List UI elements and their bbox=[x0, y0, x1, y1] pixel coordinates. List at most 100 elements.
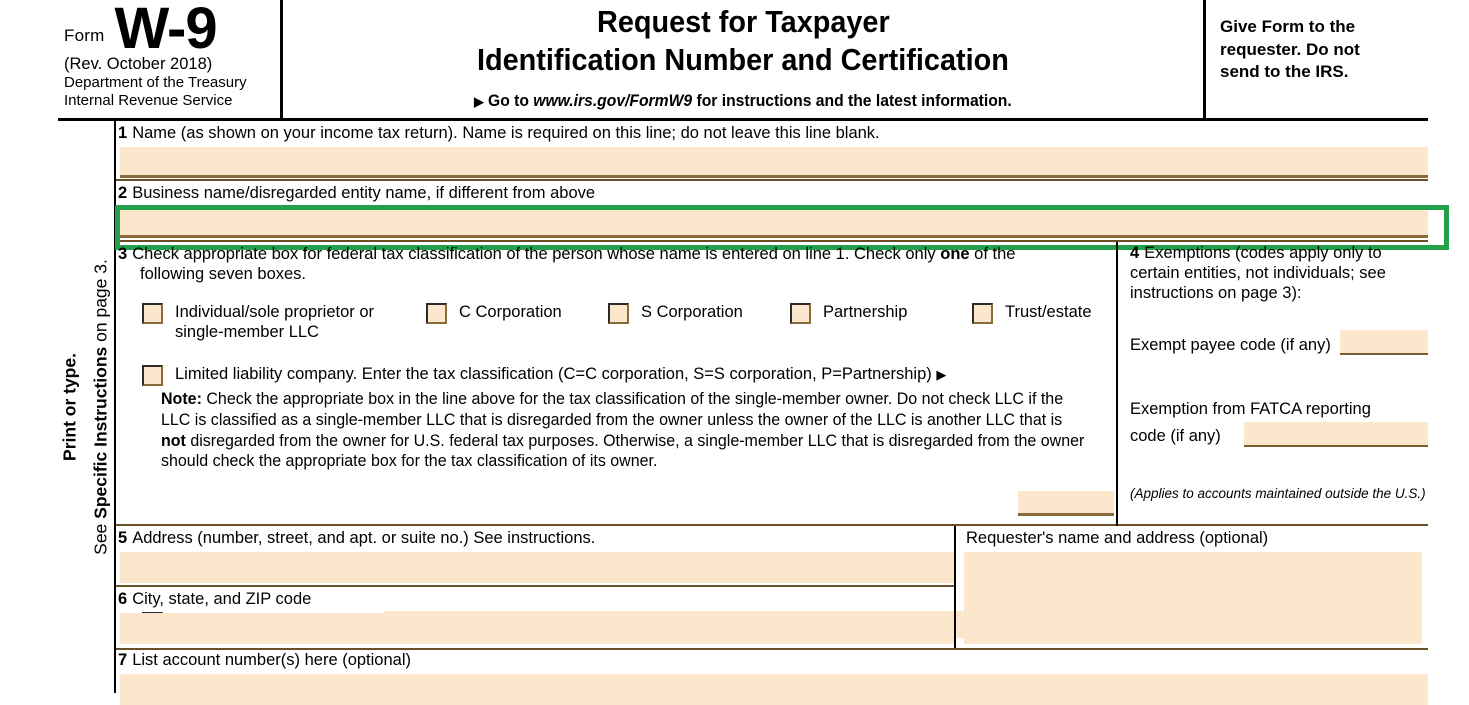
goto-url-link[interactable]: www.irs.gov/FormW9 bbox=[533, 91, 693, 110]
line-3-row: 3 Check appropriate box for federal tax c… bbox=[116, 242, 1428, 638]
line-7-divider bbox=[116, 648, 1428, 650]
line-1-name-input[interactable] bbox=[120, 147, 1428, 178]
goto-instructions-line: ▶ Go to www.irs.gov/FormW9 for instructi… bbox=[474, 92, 1012, 111]
line-2-label: 2 Business name/disregarded entity name, … bbox=[116, 181, 1428, 204]
checkbox-individual-box[interactable] bbox=[142, 303, 163, 324]
form-title-line-2: Identification Number and Certification bbox=[477, 41, 1009, 77]
line-7-number: 7 bbox=[118, 651, 128, 669]
line-6-number: 6 bbox=[118, 590, 128, 608]
checkbox-llc-label: Limited liability company. Enter the tax… bbox=[163, 364, 946, 384]
right-triangle-icon: ▶ bbox=[474, 93, 484, 109]
checkbox-trust-estate-box[interactable] bbox=[972, 303, 993, 324]
sidebar-line-2-suffix: on page 3. bbox=[90, 259, 111, 347]
give-form-notice: Give Form to the requester. Do not send … bbox=[1206, 0, 1428, 118]
line-3-number: 3 bbox=[118, 245, 128, 263]
sidebar-print-or-type: Print or type. See Specific Instructions… bbox=[58, 121, 116, 693]
llc-classification-input[interactable] bbox=[1018, 491, 1114, 516]
form-body: 1 Name (as shown on your income tax retur… bbox=[115, 121, 1449, 705]
line-6-city-state-zip-input[interactable] bbox=[120, 613, 954, 644]
checkbox-s-corporation-label: S Corporation bbox=[641, 303, 743, 321]
sidebar-line-2-bold: Specific Instructions bbox=[90, 346, 111, 519]
line-5-address-input[interactable] bbox=[120, 552, 954, 583]
line-4-label-line-1: Exemptions (codes apply only to bbox=[1144, 244, 1382, 262]
checkbox-individual-label: Individual/sole proprietor or single-mem… bbox=[163, 302, 374, 342]
revision-date-label: (Rev. October 2018) bbox=[64, 55, 213, 73]
llc-arrow-icon: ▶ bbox=[936, 367, 947, 382]
line-5-label-text: Address (number, street, and apt. or sui… bbox=[132, 529, 596, 547]
note-bold-label: Note: bbox=[161, 390, 202, 408]
checkbox-partnership-label: Partnership bbox=[823, 303, 908, 321]
line-3-label-part1: Check appropriate box for federal tax cl… bbox=[132, 245, 941, 263]
line-5-number: 5 bbox=[118, 529, 128, 547]
line-3-label-line-2: following seven boxes. bbox=[140, 264, 307, 283]
requester-label: Requester's name and address (optional) bbox=[966, 529, 1269, 547]
checkbox-llc-label-text: Limited liability company. Enter the tax… bbox=[175, 365, 932, 383]
line-5-row: 5 Address (number, street, and apt. or su… bbox=[116, 526, 954, 587]
checkbox-item-llc[interactable]: Limited liability company. Enter the tax… bbox=[142, 364, 946, 386]
line-3-classification-panel: 3 Check appropriate box for federal tax c… bbox=[116, 242, 1118, 638]
sidebar-line-1: Print or type. bbox=[59, 353, 80, 461]
form-title-line-1: Request for Taxpayer bbox=[596, 4, 890, 39]
line-4-label-line-2: certain entities, not individuals; see bbox=[1130, 263, 1386, 282]
goto-suffix: for instructions and the latest informat… bbox=[696, 91, 1012, 110]
fatca-label-line-1: Exemption from FATCA reporting bbox=[1130, 400, 1371, 418]
goto-prefix: Go to bbox=[488, 91, 529, 110]
checkbox-item-c-corporation[interactable]: C Corporation bbox=[426, 302, 562, 324]
checkbox-item-trust-estate[interactable]: Trust/estate bbox=[972, 302, 1092, 324]
department-line-2: Internal Revenue Service bbox=[64, 91, 233, 109]
line-3-label-bold: one bbox=[940, 245, 970, 263]
checkbox-partnership-box[interactable] bbox=[790, 303, 811, 324]
requester-panel: Requester's name and address (optional) bbox=[956, 526, 1428, 648]
line-4-label: 4 Exemptions (codes apply only to certain… bbox=[1130, 244, 1430, 303]
line-7-label-text: List account number(s) here (optional) bbox=[132, 651, 411, 669]
sidebar-line-2-prefix: See bbox=[90, 518, 111, 555]
fatca-footnote: (Applies to accounts maintained outside … bbox=[1130, 486, 1426, 501]
form-title-line: Form W-9 bbox=[64, 0, 280, 61]
line-7-account-numbers-input[interactable] bbox=[120, 674, 1428, 705]
requester-name-address-input[interactable] bbox=[964, 552, 1422, 644]
note-bold-not: not bbox=[161, 431, 186, 450]
line-2-number: 2 bbox=[118, 184, 128, 202]
checkbox-item-s-corporation[interactable]: S Corporation bbox=[608, 302, 743, 324]
exempt-payee-code-input[interactable] bbox=[1340, 330, 1428, 355]
line-5-label: 5 Address (number, street, and apt. or su… bbox=[116, 526, 954, 549]
fatca-label-line-2: code (if any) bbox=[1130, 427, 1221, 445]
checkbox-item-partnership[interactable]: Partnership bbox=[790, 302, 907, 324]
checkbox-llc-box[interactable] bbox=[142, 365, 163, 386]
give-form-line-3: send to the IRS. bbox=[1220, 62, 1349, 82]
exempt-payee-code-label: Exempt payee code (if any) bbox=[1130, 336, 1331, 354]
checkbox-c-corporation-label: C Corporation bbox=[459, 303, 562, 321]
checkbox-trust-estate-label: Trust/estate bbox=[1005, 303, 1092, 321]
checkbox-s-corporation-box[interactable] bbox=[608, 303, 629, 324]
line-1-row: 1 Name (as shown on your income tax retur… bbox=[116, 121, 1428, 181]
note-text-b: disregarded from the owner for U.S. fede… bbox=[161, 431, 1085, 471]
address-panel: 5 Address (number, street, and apt. or su… bbox=[116, 526, 956, 648]
line-4-number: 4 bbox=[1130, 244, 1140, 262]
fatca-code-input[interactable] bbox=[1244, 422, 1428, 447]
line-7-row: 7 List account number(s) here (optional) bbox=[116, 648, 1428, 705]
line-3-note: Note: Check the appropriate box in the l… bbox=[161, 389, 1087, 472]
line-1-label-text: Name (as shown on your income tax return… bbox=[132, 124, 880, 142]
checkbox-c-corporation-box[interactable] bbox=[426, 303, 447, 324]
line-4-exemptions-panel: 4 Exemptions (codes apply only to certain… bbox=[1118, 242, 1428, 526]
checkbox-item-individual[interactable]: Individual/sole proprietor or single-mem… bbox=[142, 302, 442, 342]
form-number-label: W-9 bbox=[114, 0, 217, 61]
header-left-block: Form W-9 (Rev. October 2018) Department … bbox=[58, 0, 280, 118]
line-3-label: 3 Check appropriate box for federal tax c… bbox=[116, 242, 1116, 285]
department-line-1: Department of the Treasury bbox=[64, 73, 247, 91]
line-7-label: 7 List account number(s) here (optional) bbox=[116, 648, 1428, 671]
line-2-business-name-input[interactable] bbox=[120, 207, 1428, 238]
checkbox-individual-label-line1: Individual/sole proprietor or bbox=[175, 303, 375, 321]
line-2-row: 2 Business name/disregarded entity name, … bbox=[116, 181, 1428, 242]
line-1-number: 1 bbox=[118, 124, 128, 142]
note-text-a: Check the appropriate box in the line ab… bbox=[161, 390, 1064, 429]
form-word-label: Form bbox=[64, 26, 105, 45]
give-form-line-1: Give Form to the bbox=[1220, 17, 1356, 36]
header-title-block: Request for Taxpayer Identification Numb… bbox=[280, 0, 1206, 118]
sidebar-line-2: See Specific Instructions on page 3. bbox=[91, 259, 112, 555]
give-form-line-2: requester. Do not bbox=[1220, 39, 1360, 59]
form-header: Form W-9 (Rev. October 2018) Department … bbox=[58, 0, 1428, 121]
line-6-label-text: City, state, and ZIP code bbox=[132, 590, 312, 608]
line-6-row: 6 City, state, and ZIP code bbox=[116, 587, 954, 648]
